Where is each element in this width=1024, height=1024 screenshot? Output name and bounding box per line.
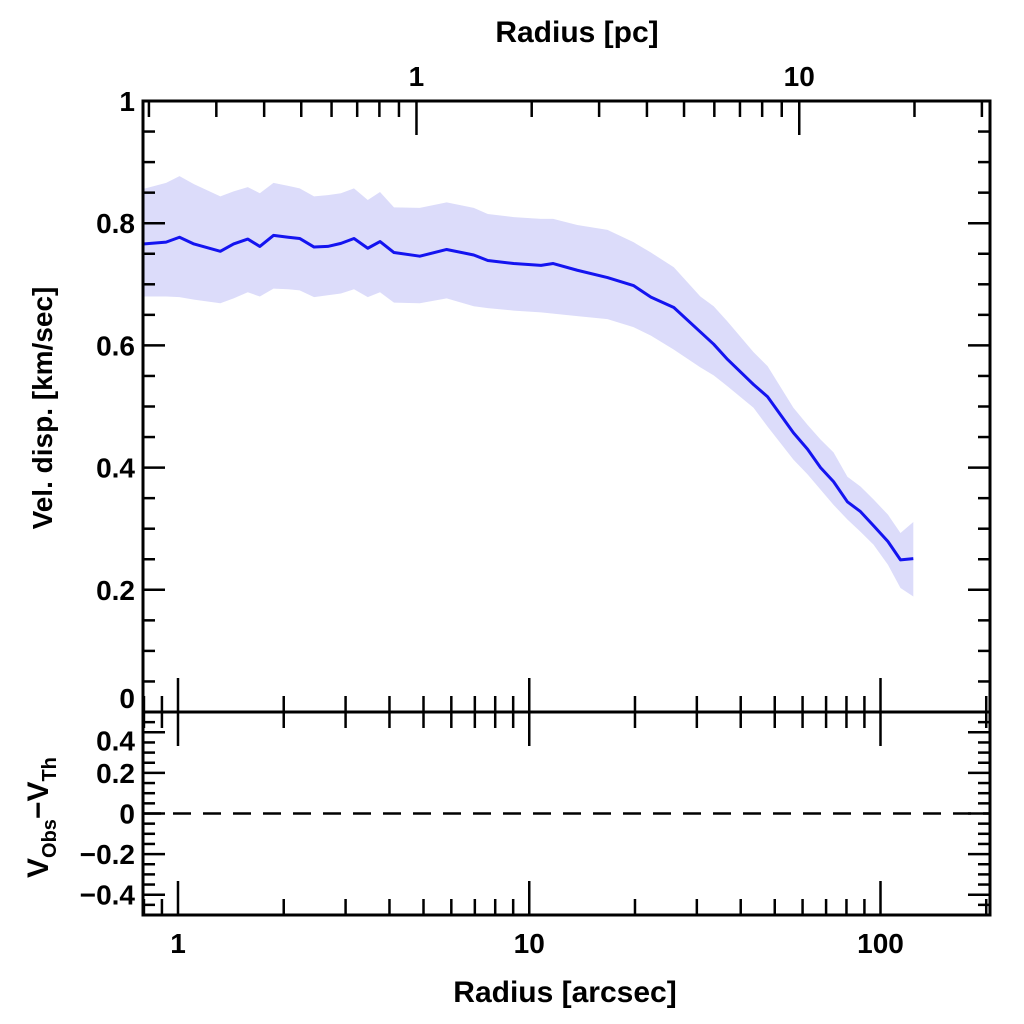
residual-y-tick-label: 0.4 — [96, 725, 135, 756]
bottom-x-tick-label: 1 — [170, 928, 186, 959]
ylabel-sub-th: Th — [39, 757, 61, 781]
ylabel-minus: − — [22, 802, 55, 820]
svg-text:VObs−VTh: VObs−VTh — [22, 757, 61, 878]
y-axis-label: Vel. disp. [km/sec] — [27, 287, 58, 530]
ylabel-v2: V — [22, 782, 55, 802]
x-axis-label: Radius [arcsec] — [453, 976, 676, 1009]
residual-y-tick-label: 0 — [119, 799, 135, 830]
main-y-tick-label: 0.8 — [96, 208, 135, 239]
top-x-tick-label: 1 — [409, 61, 425, 92]
main-y-tick-label: 1 — [119, 86, 135, 117]
bottom-x-tick-label: 100 — [857, 928, 904, 959]
main-y-tick-label: 0 — [119, 683, 135, 714]
main-y-tick-label: 0.6 — [96, 330, 135, 361]
main-y-tick-label: 0.2 — [96, 575, 135, 606]
residual-y-tick-label: −0.2 — [80, 839, 135, 870]
residual-y-tick-label: 0.2 — [96, 758, 135, 789]
velocity-dispersion-line — [142, 233, 914, 562]
ylabel-v1: V — [22, 858, 55, 878]
residual-y-tick-label: −0.4 — [80, 880, 136, 911]
main-y-tick-label: 0.4 — [96, 453, 135, 484]
bottom-x-tick-label: 10 — [514, 928, 545, 959]
ylabel-sub-obs: Obs — [39, 819, 61, 858]
residual-y-axis-label: VObs−VTh — [22, 757, 61, 878]
top-x-tick-label: 10 — [784, 61, 815, 92]
top-x-axis-label: Radius [pc] — [495, 16, 658, 49]
uncertainty-band — [143, 176, 914, 597]
